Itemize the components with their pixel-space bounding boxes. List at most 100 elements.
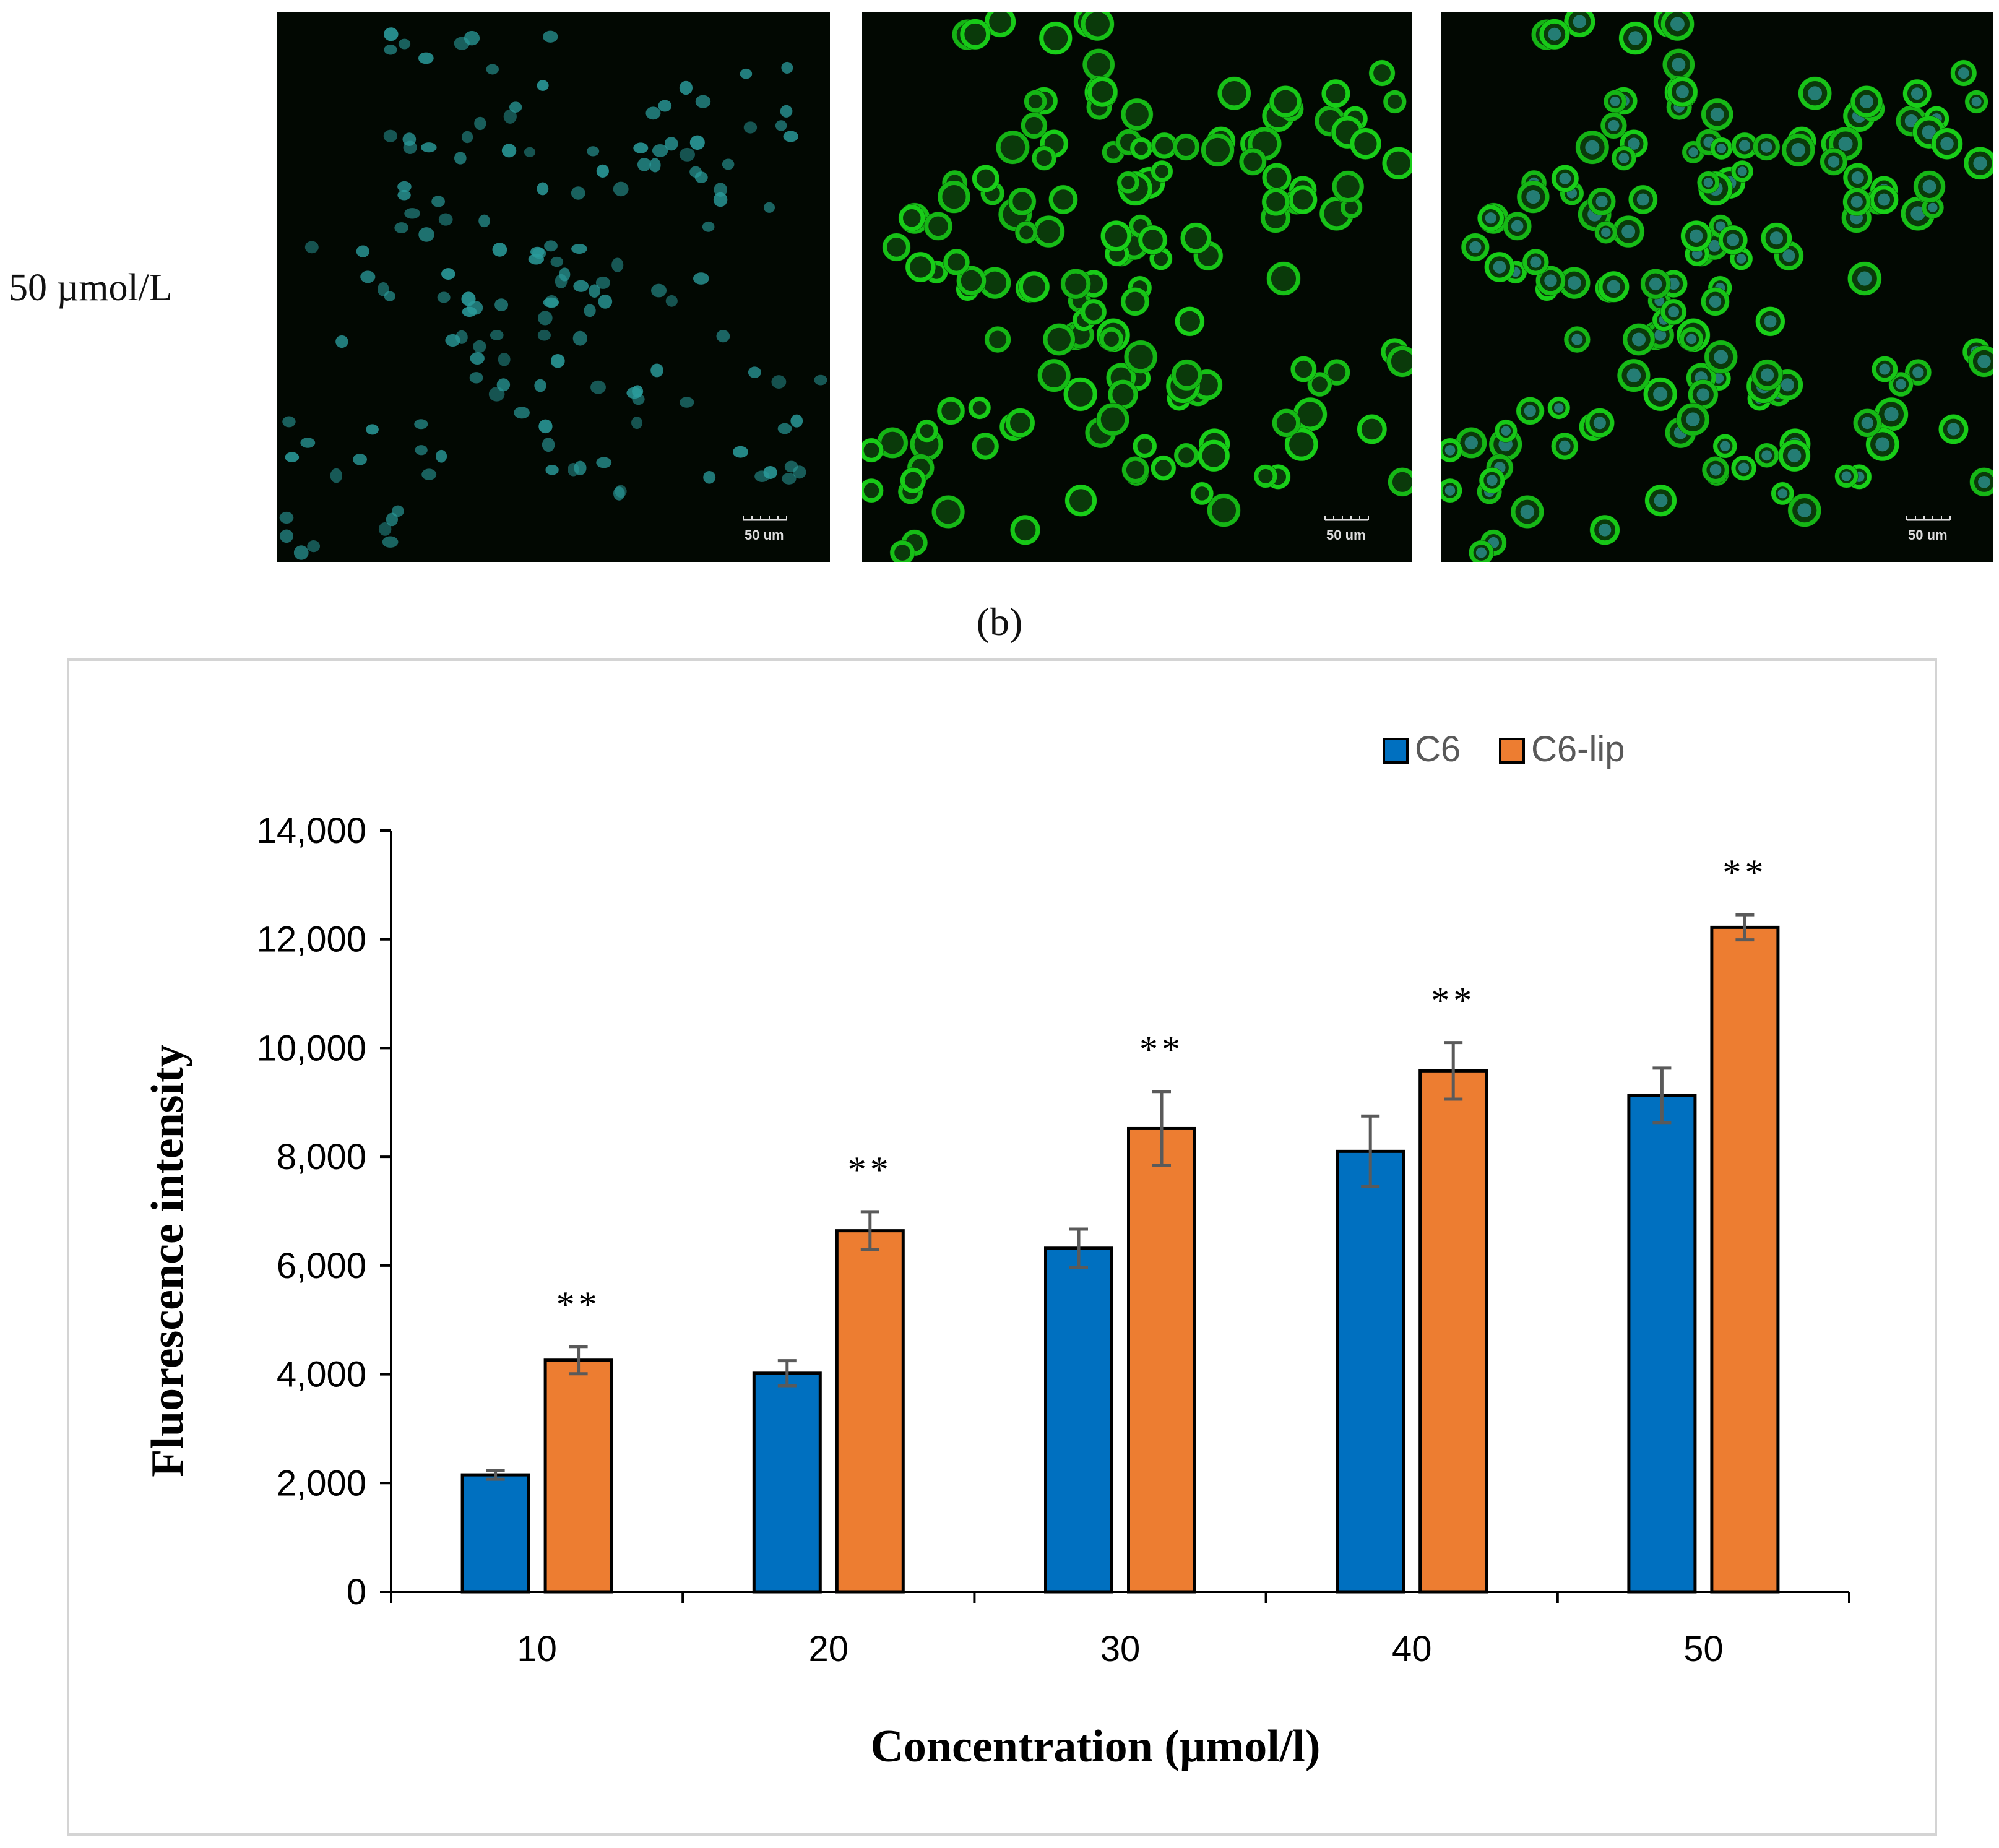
cell-cytoplasm <box>1495 420 1518 443</box>
cell-cytoplasm <box>1798 76 1832 110</box>
cell-cytoplasm <box>1262 188 1290 216</box>
micrograph-nucleus: 50 um <box>277 12 830 562</box>
cell-nucleus <box>542 438 555 452</box>
bar-c6 <box>1336 1149 1405 1594</box>
cell-nucleus <box>784 460 798 473</box>
cell-cytoplasm <box>1931 128 1963 160</box>
cell-cytoplasm <box>956 266 987 296</box>
cell-nucleus <box>1501 426 1511 436</box>
cell-nucleus <box>590 380 606 394</box>
cell-nucleus <box>397 189 411 201</box>
cell-nucleus <box>467 300 483 315</box>
cell-cytoplasm <box>1697 171 1720 194</box>
cell-cytoplasm <box>1590 515 1620 545</box>
bar-c6-lip <box>543 1358 613 1594</box>
cell-nucleus <box>1530 256 1542 268</box>
cell-cytoplasm <box>1285 428 1318 461</box>
cell-cytoplasm <box>1701 98 1733 131</box>
cell-body <box>1063 377 1098 412</box>
cell-cytoplasm <box>1081 299 1107 325</box>
cell-nucleus <box>1878 193 1890 206</box>
cell-cytoplasm <box>1969 467 1993 496</box>
panel-label: (b) <box>976 600 1023 644</box>
cell-nucleus <box>532 248 546 259</box>
cell-cytoplasm <box>1600 112 1627 139</box>
cell-cytoplasm <box>899 205 925 231</box>
cell-body <box>978 267 1011 300</box>
cell-nucleus <box>722 158 735 170</box>
cell-cytoplasm <box>1842 188 1871 216</box>
cell-cytoplasm <box>1704 340 1738 374</box>
cell-cytoplasm <box>943 249 970 275</box>
cell-nucleus <box>1769 231 1783 245</box>
cell-nucleus <box>1675 85 1689 98</box>
cell-nucleus <box>1573 15 1587 28</box>
cell-nucleus <box>633 142 649 153</box>
cell-nucleus <box>366 424 379 435</box>
cell-cytoplasm <box>1151 456 1176 481</box>
cell-body <box>931 495 965 529</box>
cell-nucleus <box>498 353 511 366</box>
cell-nucleus <box>613 181 629 197</box>
cell-nucleus <box>356 245 370 257</box>
cell-nucleus <box>1828 155 1840 168</box>
cell-cytoplasm <box>1713 434 1737 458</box>
cell-body <box>1038 21 1073 55</box>
cell-nucleus <box>743 121 758 134</box>
cell-cytoplasm <box>1517 181 1550 214</box>
scale-bar-label: 50 um <box>1908 527 1948 543</box>
cell-cytoplasm <box>1117 171 1139 194</box>
cell-nucleus <box>1710 107 1724 121</box>
cell-nucleus <box>418 52 434 64</box>
cell-cytoplasm <box>1902 79 1932 108</box>
cell-nucleus <box>651 283 667 298</box>
cell-nucleus <box>1973 156 1987 170</box>
cell-nucleus <box>509 101 522 113</box>
cell-nucleus <box>304 241 319 254</box>
cell-nucleus <box>613 486 625 501</box>
cell-nucleus <box>494 298 509 312</box>
cell-cytoplasm <box>960 19 991 50</box>
cell-nucleus <box>689 135 705 150</box>
cell-cytoplasm <box>1383 90 1407 113</box>
cell-nucleus <box>1558 440 1571 452</box>
cell-nucleus <box>1626 368 1641 382</box>
cell-nucleus <box>1696 388 1710 401</box>
cell-nucleus <box>478 214 490 228</box>
cell-nucleus <box>1559 173 1571 184</box>
cell-cytoplasm <box>1628 185 1657 214</box>
cell-body <box>996 130 1030 165</box>
cell-nucleus <box>1654 493 1668 507</box>
y-tick-label: 8,000 <box>277 1137 366 1177</box>
cell-cytoplasm <box>1820 148 1847 176</box>
scale-bar-label: 50 um <box>745 527 784 543</box>
cell-nucleus <box>1851 171 1864 184</box>
cell-nucleus <box>384 45 397 55</box>
cell-cytoplasm <box>1198 439 1230 472</box>
cell-cytoplasm <box>1522 249 1549 275</box>
cell-cytoplasm <box>1015 221 1038 244</box>
cell-nucleus <box>1487 475 1498 486</box>
cell-nucleus <box>537 80 549 91</box>
cell-nucleus <box>1610 97 1620 106</box>
cell-body <box>1217 76 1251 110</box>
cell-nucleus <box>1703 178 1714 188</box>
cell-cytoplasm <box>1043 323 1075 356</box>
cell-nucleus <box>589 284 600 298</box>
cell-nucleus <box>1628 137 1640 150</box>
cell-cytoplasm <box>1778 439 1810 472</box>
cell-cytoplasm <box>862 478 884 503</box>
cell-nucleus <box>300 438 316 448</box>
cell-cytoplasm <box>1516 397 1544 425</box>
cell-nucleus <box>1978 475 1990 488</box>
cell-nucleus <box>402 132 417 146</box>
cell-cytoplasm <box>883 233 910 261</box>
cell-nucleus <box>572 330 587 346</box>
cell-cytoplasm <box>1081 12 1115 41</box>
cell-nucleus <box>1493 261 1506 274</box>
cell-nucleus <box>454 152 467 165</box>
x-tick-label: 40 <box>1392 1629 1432 1669</box>
cell-nucleus <box>1567 276 1581 290</box>
scale-bar-label: 50 um <box>1326 527 1366 543</box>
bar-chart: 0 2,000 4,000 6,000 8,000 10,000 12,000 14,000 1… <box>142 729 1850 1772</box>
